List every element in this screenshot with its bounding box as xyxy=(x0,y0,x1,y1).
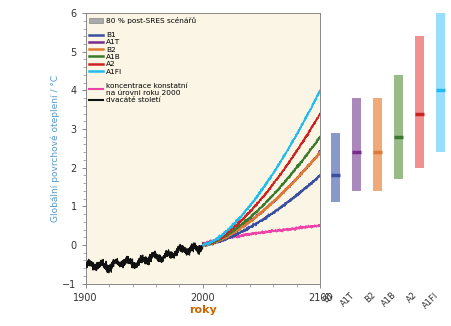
Bar xyxy=(415,36,424,168)
Text: A1B: A1B xyxy=(380,290,398,309)
Text: B1: B1 xyxy=(321,290,335,305)
Text: B2: B2 xyxy=(363,290,377,305)
Bar xyxy=(394,75,403,179)
Text: A2: A2 xyxy=(405,290,419,305)
X-axis label: roky: roky xyxy=(189,305,217,316)
Text: A1FI: A1FI xyxy=(421,290,441,310)
Text: A1T: A1T xyxy=(339,290,356,308)
Bar xyxy=(373,98,382,191)
Y-axis label: Globální povrchové oteplení / °C: Globální povrchové oteplení / °C xyxy=(50,75,60,222)
Bar xyxy=(352,98,361,191)
Bar xyxy=(331,133,340,202)
Legend: 80 % post-SRES scénářů,  , B1, A1T, B2, A1B, A2, A1FI,  , koncentrace konstatní
: 80 % post-SRES scénářů, , B1, A1T, B2, A… xyxy=(88,15,198,105)
Bar xyxy=(436,0,445,152)
